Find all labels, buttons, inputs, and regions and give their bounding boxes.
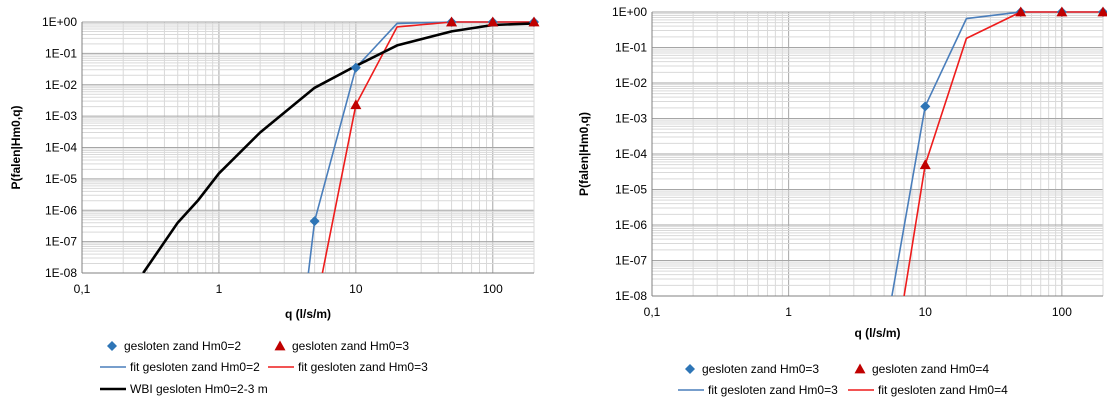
y-tick-label: 1E+00 [612,5,647,19]
series-line [142,22,535,273]
chart-left: 1E+00 1E-01 1E-02 1E-03 1E-04 1E-05 1E-06 1E-07… [9,15,540,396]
y-tick-label: 1E-06 [45,203,77,217]
legend-swatch [274,340,286,351]
series-line [321,21,534,273]
y-tick-label: 1E-01 [45,46,77,60]
triangle-marker [1097,6,1107,17]
diamond-marker [350,62,361,73]
triangle-marker [919,159,931,170]
series-line [903,11,1103,296]
y-tick-label: 1E-05 [45,172,77,186]
legend-label: fit gesloten zand Hm0=4 [878,383,1008,397]
y-tick-label: 1E+00 [42,15,77,29]
y-tick-label: 1E-01 [615,41,647,55]
triangle-marker [1015,6,1027,17]
y-tick-label: 1E-04 [615,147,647,161]
triangle-marker [528,16,540,27]
y-tick-label: 1E-08 [615,289,647,303]
y-axis-title: P(falen|Hm0,q) [577,112,591,196]
y-tick-label: 1E-07 [615,254,647,268]
legend-label: WBI gesloten Hm0=2-3 m [130,382,268,396]
x-tick-label: 10 [919,305,933,319]
legend: gesloten zand Hm0=2 gesloten zand Hm0=3 fi… [100,339,428,396]
x-tick-label: 1 [216,282,223,296]
legend: gesloten zand Hm0=3 gesloten zand Hm0=4 fi… [678,362,1008,397]
x-axis-title: q (l/s/m) [285,307,331,321]
triangle-marker [1056,6,1068,17]
y-tick-label: 1E-05 [615,183,647,197]
x-tick-label: 100 [483,282,503,296]
x-tick-label: 0,1 [644,305,661,319]
triangle-marker [487,16,499,27]
diamond-marker [309,216,320,227]
triangle-marker [350,99,362,110]
legend-label: fit gesloten zand Hm0=2 [130,360,260,374]
legend-label: fit gesloten zand Hm0=3 [298,360,428,374]
legend-swatch [107,341,117,351]
y-tick-label: 1E-07 [45,235,77,249]
legend-label: gesloten zand Hm0=3 [702,362,819,376]
plot-area [891,11,1103,296]
x-tick-label: 10 [349,282,363,296]
legend-swatch [854,363,866,374]
x-axis-title: q (l/s/m) [854,326,900,340]
y-tick-label: 1E-03 [45,109,77,123]
legend-label: fit gesloten zand Hm0=3 [708,383,838,397]
legend-label: gesloten zand Hm0=2 [124,339,241,353]
y-tick-label: 1E-02 [615,76,647,90]
grid [651,11,1104,297]
y-tick-label: 1E-03 [615,112,647,126]
y-tick-label: 1E-02 [45,78,77,92]
diamond-marker [920,101,931,112]
legend-label: gesloten zand Hm0=4 [872,362,989,376]
x-tick-label: 100 [1052,305,1072,319]
x-tick-label: 0,1 [74,282,91,296]
chart-right: 1E+00 1E-01 1E-02 1E-03 1E-04 1E-05 1E-06 1E-07… [577,5,1107,397]
triangle-marker [446,16,458,27]
y-axis-title: P(falen|Hm0,q) [9,105,23,189]
legend-swatch [685,364,695,374]
y-tick-label: 1E-04 [45,141,77,155]
grid [81,21,535,274]
x-tick-label: 1 [785,305,792,319]
y-tick-label: 1E-06 [615,218,647,232]
legend-label: gesloten zand Hm0=3 [292,339,409,353]
y-tick-label: 1E-08 [45,266,77,280]
